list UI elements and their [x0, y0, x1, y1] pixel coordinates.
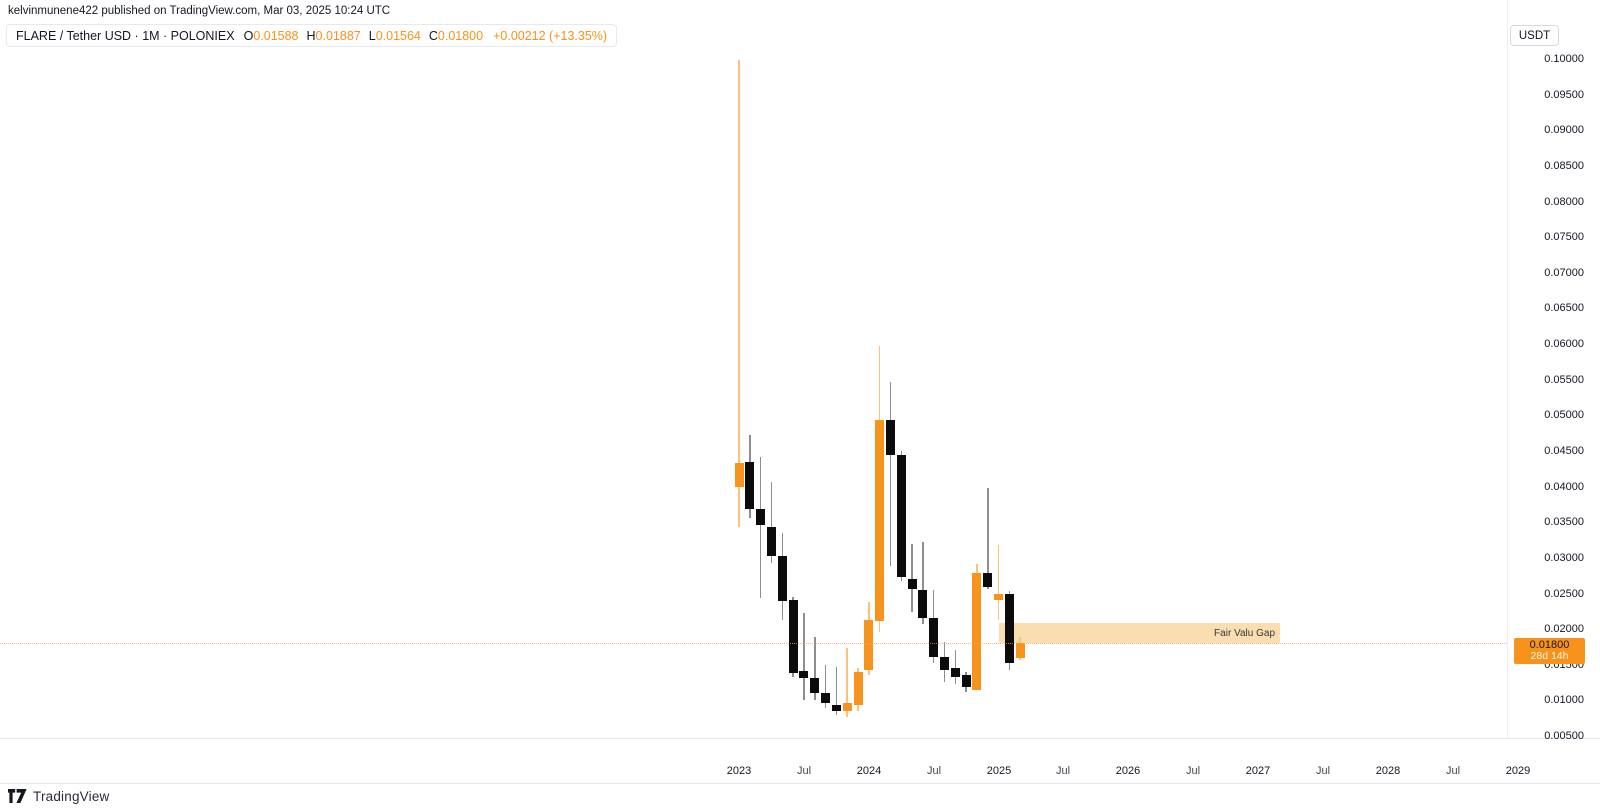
time-axis-label: 2023	[726, 765, 752, 777]
time-axis-label: 2029	[1505, 765, 1531, 777]
symbol-legend[interactable]: FLARE / Tether USD · 1M · POLONIEX O0.01…	[6, 24, 618, 47]
price-scale[interactable]: 0.10000 0.09500 0.09000 0.08500 0.08000 0.075…	[1507, 0, 1600, 742]
tradingview-logo-icon	[8, 789, 27, 803]
price-axis-label: 0.09000	[1544, 124, 1584, 137]
ohlc-close: C0.01800	[428, 28, 484, 43]
fvg-zone[interactable]: Fair Valu Gap	[999, 623, 1280, 643]
price-axis-label: 0.07500	[1544, 231, 1584, 244]
price-axis-label: 0.00500	[1544, 730, 1584, 742]
current-price-value: 0.01800	[1529, 639, 1570, 651]
price-axis-label: 0.03500	[1544, 516, 1584, 529]
fvg-zone-label: Fair Valu Gap	[1214, 627, 1275, 639]
price-axis-label: 0.08000	[1544, 195, 1584, 208]
price-axis-label: 0.04500	[1544, 444, 1584, 457]
tradingview-brand-text: TradingView	[33, 789, 110, 804]
time-axis-label: 2025	[986, 765, 1012, 777]
time-axis-label: Jul	[796, 765, 812, 777]
price-axis-label: 0.02000	[1544, 623, 1584, 636]
time-axis-label: 2026	[1115, 765, 1141, 777]
change-readout: +0.00212 (+13.35%)	[493, 28, 608, 43]
time-axis-label: 2027	[1245, 765, 1271, 777]
bar-countdown: 28d 14h	[1530, 650, 1569, 662]
time-axis-label: Jul	[1315, 765, 1331, 777]
currency-unit-button[interactable]: USDT	[1510, 25, 1559, 46]
symbol-title: FLARE / Tether USD · 1M · POLONIEX	[16, 28, 235, 43]
attribution-text: kelvinmunene422 published on TradingView…	[8, 5, 391, 17]
current-price-line	[0, 643, 1507, 644]
price-axis-label: 0.04000	[1544, 480, 1584, 493]
chart-pane[interactable]: Fair Valu Gap	[0, 0, 1507, 739]
price-axis-label: 0.07000	[1544, 266, 1584, 279]
time-scale[interactable]: 2023 Jul 2024 Jul 2025 Jul 2026 Jul 2027 Jul 2028 J…	[0, 739, 1600, 784]
current-price-label: 0.01800 28d 14h	[1514, 638, 1585, 664]
time-axis-label: Jul	[1185, 765, 1201, 777]
price-axis-label: 0.06000	[1544, 338, 1584, 351]
time-axis-label: 2024	[856, 765, 882, 777]
ohlc-low: L0.01564	[368, 28, 421, 43]
price-axis-label: 0.02500	[1544, 587, 1584, 600]
price-axis-label: 0.01000	[1544, 694, 1584, 707]
price-axis-label: 0.05000	[1544, 409, 1584, 422]
price-axis-label: 0.10000	[1544, 53, 1584, 65]
time-axis-label: Jul	[926, 765, 942, 777]
price-axis-label: 0.05500	[1544, 373, 1584, 386]
price-axis-label: 0.09500	[1544, 88, 1584, 101]
tradingview-footer[interactable]: TradingView	[8, 789, 110, 804]
time-axis-label: 2028	[1375, 765, 1401, 777]
price-axis-label: 0.03000	[1544, 551, 1584, 564]
time-axis-label: Jul	[1055, 765, 1071, 777]
ohlc-high: H0.01887	[306, 28, 361, 43]
ohlc-open: O0.01588	[243, 28, 299, 43]
price-axis-label: 0.08500	[1544, 159, 1584, 172]
price-axis-label: 0.06500	[1544, 302, 1584, 315]
time-axis-label: Jul	[1445, 765, 1461, 777]
